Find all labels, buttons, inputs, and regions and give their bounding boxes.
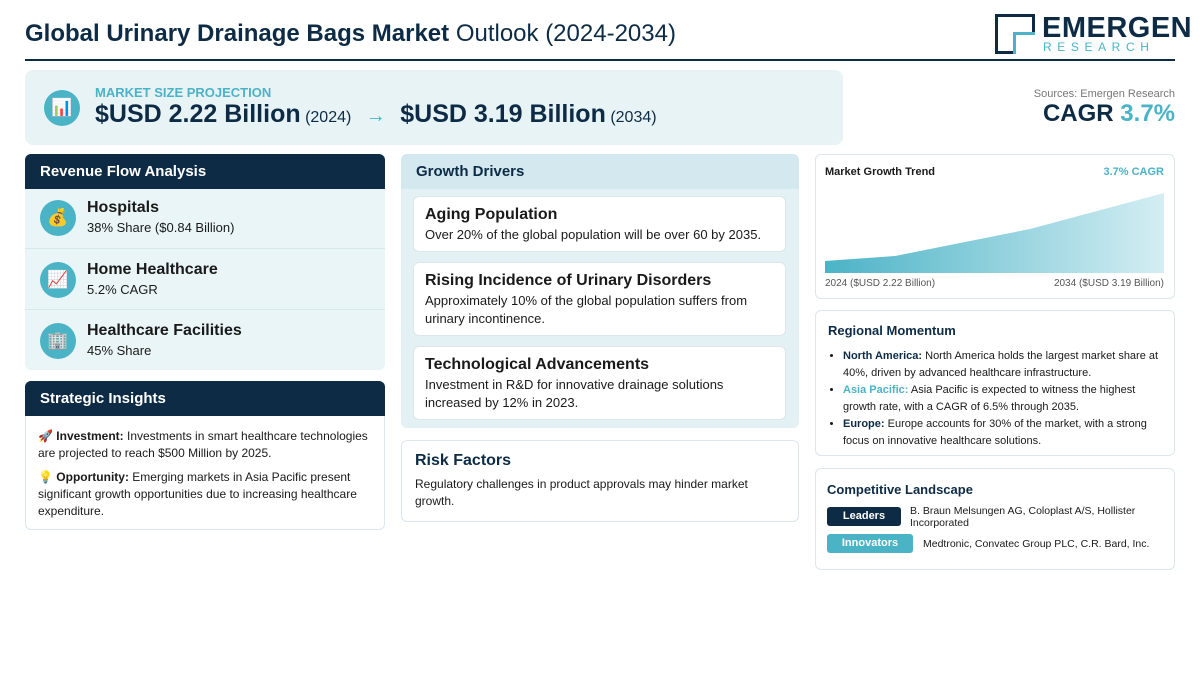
projection-icon: 📊 [44,90,80,126]
title-main: Global Urinary Drainage Bags Market [25,20,450,47]
insight: 🚀 Investment: Investments in smart healt… [38,428,372,462]
projection-panel: 📊 MARKET SIZE PROJECTION $USD 2.22 Billi… [25,70,843,145]
insight-text: Emerging markets in Asia Pacific present… [38,470,357,518]
trend-area [825,193,1164,273]
cagr-value: 3.7% [1120,100,1175,127]
source: Sources: Emergen Research [1033,88,1175,100]
region-item: Europe: Europe accounts for 30% of the m… [843,416,1162,450]
title-sub: Outlook (2024-2034) [455,20,676,47]
trend-title: Market Growth Trend [825,166,936,178]
panel-title: Growth Drivers [401,154,799,189]
group-companies: B. Braun Melsungen AG, Coloplast A/S, Ho… [910,505,1136,529]
revenue-item: 💰 Hospitals 38% Share ($0.84 Billion) [25,187,385,248]
icon: 🏢 [40,323,76,359]
region-text: Asia Pacific is expected to witness the … [843,384,1136,413]
icon: 💰 [40,200,76,236]
logo-mark [995,14,1035,54]
region-name: Europe: [843,418,885,430]
competitive-card: Competitive Landscape Leaders B. Braun M… [815,468,1175,570]
regional-card: Regional Momentum North America: North A… [815,310,1175,456]
start-year: (2024) [305,109,352,126]
insights-panel: Strategic Insights 🚀 Investment: Investm… [25,381,385,530]
competitive-title: Competitive Landscape [827,482,973,497]
icon: 💡 [38,470,53,484]
logo-name: EMERGEN [1042,12,1193,44]
item-name: Home Healthcare [87,261,218,278]
item-name: Hospitals [87,199,160,216]
region-text: Europe accounts for 30% of the market, w… [843,418,1147,447]
region-item: Asia Pacific: Asia Pacific is expected t… [843,382,1162,416]
driver-card: Technological Advancements Investment in … [413,346,786,420]
page-title: Global Urinary Drainage Bags Market Outl… [25,20,676,48]
arrow: → [365,105,386,127]
region-name: North America: [843,350,923,362]
icon: 📈 [40,262,76,298]
revenue-item: 🏢 Healthcare Facilities 45% Share [25,309,385,370]
revenue-panel: Revenue Flow Analysis 💰 Hospitals 38% Sh… [25,154,385,370]
header-rule [25,59,1175,61]
region-item: North America: North America holds the l… [843,348,1162,382]
driver-text: Investment in R&D for innovative drainag… [425,377,724,410]
trend-start: 2024 ($USD 2.22 Billion) [825,278,936,289]
insight-label: Investment: [56,429,124,443]
item-detail: 5.2% CAGR [87,282,158,297]
projection-label: MARKET SIZE PROJECTION [95,85,272,100]
driver-title: Aging Population [425,206,558,223]
icon: 🚀 [38,429,53,443]
cagr-label: CAGR [1042,100,1114,127]
driver-card: Aging Population Over 20% of the global p… [413,196,786,252]
revenue-item: 📈 Home Healthcare 5.2% CAGR [25,248,385,309]
trend-end: 2034 ($USD 3.19 Billion) [1053,278,1164,289]
logo-tagline: RESEARCH [1043,40,1155,54]
end-year: (2034) [610,109,657,126]
regional-title: Regional Momentum [828,323,956,338]
region-text: North America holds the largest market s… [843,350,1159,379]
driver-text: Over 20% of the global population will b… [425,227,762,242]
item-detail: 45% Share [87,343,152,358]
region-name: Asia Pacific: [843,384,909,396]
item-name: Healthcare Facilities [87,322,242,339]
drivers-panel: Growth Drivers Aging Population Over 20% … [401,154,799,428]
insight: 💡 Opportunity: Emerging markets in Asia … [38,469,372,520]
panel-title: Revenue Flow Analysis [25,154,385,189]
trend-badge: 3.7% CAGR [1103,166,1164,178]
driver-card: Rising Incidence of Urinary Disorders App… [413,262,786,336]
insight-label: Opportunity: [56,470,129,484]
risk-title: Risk Factors [415,452,512,469]
end-value: $USD 3.19 Billion [400,100,606,128]
insights-body: 🚀 Investment: Investments in smart healt… [26,416,384,520]
cagr: CAGR 3.7% [1043,100,1175,128]
panel-title: Strategic Insights [25,381,385,416]
trend-card: Market Growth Trend 3.7% CAGR 2024 ($USD… [815,154,1175,299]
driver-title: Rising Incidence of Urinary Disorders [425,272,712,289]
group-companies: Medtronic, Convatec Group PLC, C.R. Bard… [923,538,1150,550]
regional-list: North America: North America holds the l… [828,348,1162,450]
driver-title: Technological Advancements [425,356,650,373]
driver-text: Approximately 10% of the global populati… [425,293,748,326]
item-detail: 38% Share ($0.84 Billion) [87,220,235,235]
risk-panel: Risk Factors Regulatory challenges in pr… [401,440,799,522]
group-label: Leaders [827,507,901,526]
group-label: Innovators [827,534,913,553]
start-value: $USD 2.22 Billion [95,100,301,128]
insight-text: Investments in smart healthcare technolo… [38,429,368,460]
risk-text: Regulatory challenges in product approva… [415,477,748,508]
area [825,193,1164,273]
projection-values: $USD 2.22 Billion (2024) → $USD 3.19 Bil… [95,100,657,129]
